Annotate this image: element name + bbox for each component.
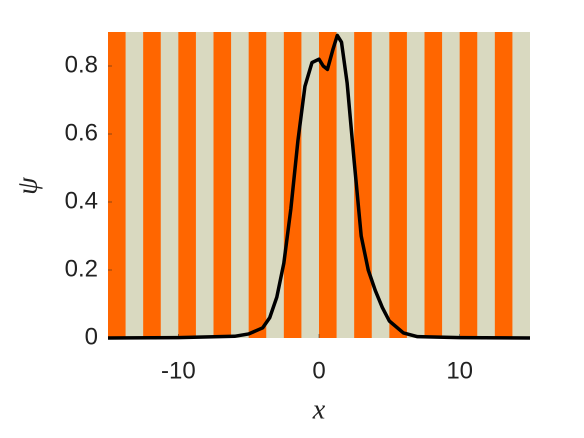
plot-background bbox=[108, 32, 530, 338]
stripe bbox=[143, 32, 161, 338]
y-axis-label: ψ bbox=[12, 177, 43, 195]
stripe bbox=[108, 32, 126, 338]
stripe bbox=[319, 32, 337, 338]
y-tick-label: 0.4 bbox=[65, 187, 98, 214]
x-tick-label: -10 bbox=[161, 357, 196, 384]
y-tick-label: 0.6 bbox=[65, 119, 98, 146]
y-tick-label: 0 bbox=[85, 323, 98, 350]
stripe bbox=[248, 32, 267, 338]
x-tick-label: 10 bbox=[446, 357, 473, 384]
line bbox=[107, 33, 531, 340]
x-axis-label: x bbox=[312, 394, 326, 425]
stripe bbox=[494, 32, 513, 338]
stripe bbox=[213, 32, 232, 338]
y-tick-label: 0.8 bbox=[65, 51, 98, 78]
x-tick-label: 0 bbox=[312, 357, 325, 384]
stripe bbox=[459, 32, 478, 338]
y-tick-label: 0.2 bbox=[65, 255, 98, 282]
stripe bbox=[178, 32, 196, 338]
stripe bbox=[389, 32, 407, 338]
stripe bbox=[424, 32, 443, 338]
